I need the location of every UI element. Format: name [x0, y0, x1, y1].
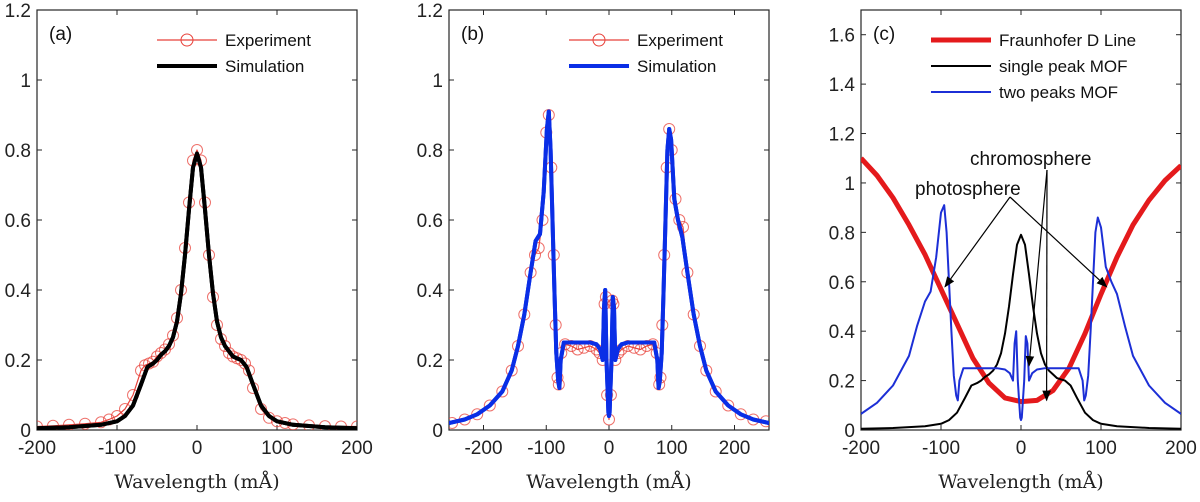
axes-frame [36, 9, 358, 431]
panel-label: (b) [461, 24, 484, 45]
y-tick-label: 0 [20, 421, 31, 442]
simulation-line-top [37, 151, 357, 430]
y-tick-label: 0.2 [417, 351, 443, 372]
x-tick-label: 100 [656, 438, 688, 459]
x-tick-label: -100 [527, 438, 565, 459]
legend-entry: Fraunhofer D Line [999, 31, 1136, 50]
series-line-single-peak-mof [861, 233, 1181, 430]
annotation-arrow [1025, 169, 1048, 367]
experiment-marker [709, 385, 722, 398]
series-line-experiment [37, 149, 357, 428]
x-tick-label: -100 [922, 438, 960, 459]
series-line-two-peaks-mof [861, 204, 1181, 422]
experiment-marker [219, 340, 231, 352]
y-tick-label: 0.2 [5, 351, 31, 372]
y-tick-label: 0.6 [5, 211, 31, 232]
panel-a: -200 -100 0 100 200 0 0.2 0.4 0.6 0.8 1 1.2 Waveleng… [5, 1, 373, 493]
series-line-fraunhofer-d-line [861, 156, 1181, 405]
y-tick-label: 0 [432, 421, 443, 442]
legend-marker [180, 33, 194, 47]
x-tick-label: 200 [1165, 438, 1197, 459]
legend-marker [592, 33, 606, 47]
experiment-marker [471, 408, 484, 421]
y-tick-label: 0.8 [829, 223, 855, 244]
y-tick-label: 0.4 [829, 322, 856, 343]
x-tick-label: 200 [341, 438, 373, 459]
x-tick-label: 200 [719, 438, 751, 459]
x-tick-label: 0 [604, 438, 615, 459]
x-tick-label: 0 [192, 438, 203, 459]
x-tick-label: -200 [464, 438, 502, 459]
experiment-marker [483, 399, 496, 412]
y-tick-label: 1 [844, 174, 855, 195]
y-tick-label: 1.4 [829, 75, 856, 96]
legend-entry: single peak MOF [999, 57, 1128, 76]
x-tick-label: -100 [98, 438, 136, 459]
simulation-line-top [449, 109, 769, 425]
legend: Fraunhofer D Line single peak MOF two peak… [931, 31, 1136, 102]
experiment-marker [155, 347, 167, 359]
panel-label: (c) [873, 24, 895, 45]
y-tick-label: 0.4 [5, 281, 32, 302]
legend-entry: Experiment [225, 31, 311, 50]
experiment-marker [239, 357, 251, 370]
y-tick-label: 1.2 [829, 125, 855, 146]
legend: Experiment Simulation [569, 31, 723, 76]
y-tick-label: 1 [20, 71, 31, 92]
series-line-simulation [37, 151, 357, 430]
x-axis-label: Wavelength (mÅ) [114, 471, 279, 493]
y-tick-label: 0.8 [417, 141, 443, 162]
y-tick-label: 1.2 [5, 1, 31, 22]
experiment-marker [235, 354, 247, 366]
x-tick-label: 0 [1016, 438, 1027, 459]
y-tick-label: 0.6 [829, 273, 855, 294]
y-tick-label: 0 [844, 421, 855, 442]
x-tick-label: 100 [1085, 438, 1117, 459]
legend-entry: Experiment [637, 31, 723, 50]
legend-entry: two peaks MOF [999, 83, 1118, 102]
legend-entry: Simulation [637, 57, 716, 76]
y-tick-label: 1.6 [829, 26, 855, 47]
x-axis-label: Wavelength (mÅ) [938, 471, 1103, 493]
panel-label: (a) [49, 24, 72, 45]
y-tick-label: 0.6 [417, 211, 443, 232]
experiment-marker [722, 399, 735, 412]
y-tick-label: 0.8 [5, 141, 31, 162]
experiment-marker [734, 408, 747, 421]
y-tick-label: 1.2 [417, 1, 443, 22]
x-tick-label: -200 [842, 438, 880, 459]
y-tick-label: 0.4 [417, 281, 444, 302]
legend-entry: Simulation [225, 57, 304, 76]
annotation-arrow [1009, 196, 1108, 288]
x-tick-label: -200 [18, 438, 56, 459]
x-axis-label: Wavelength (mÅ) [526, 471, 691, 493]
annotation-chromosphere: chromosphere [970, 149, 1091, 170]
axes-frame [448, 9, 770, 431]
panel-b: -200 -100 0 100 200 0 0.2 0.4 0.6 0.8 1 1.2 Waveleng… [417, 1, 770, 493]
legend: Experiment Simulation [157, 31, 311, 76]
y-tick-label: 0.2 [829, 372, 855, 393]
y-tick-label: 1 [432, 71, 443, 92]
annotation-arrow [944, 196, 1011, 288]
annotation-photosphere: photosphere [915, 179, 1021, 200]
x-tick-label: 100 [261, 438, 293, 459]
panel-c: -200 -100 0 100 200 0 0.2 0.4 0.6 0.8 1 1.2 1.4 1.6 Wa… [829, 9, 1197, 493]
experiment-marker [496, 385, 509, 398]
